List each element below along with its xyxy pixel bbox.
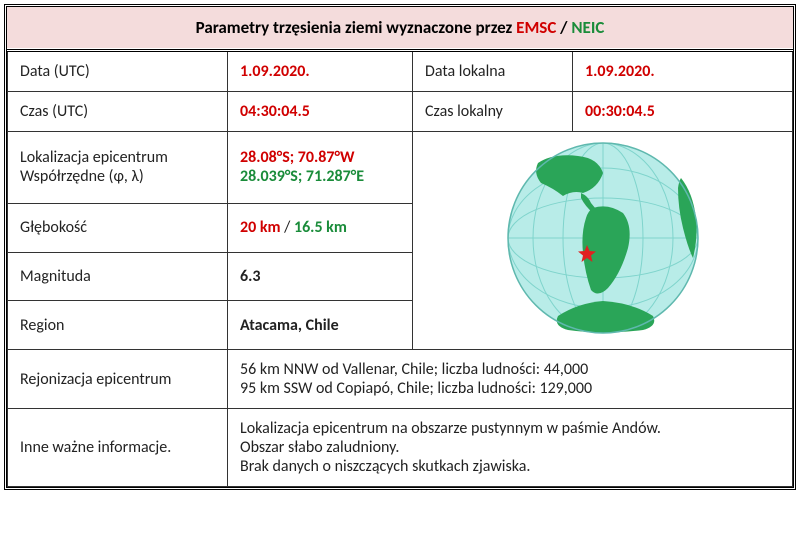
rejon-line1: 56 km NNW od Vallenar, Chile; liczba lud… [240, 360, 780, 379]
header-sep: / [556, 17, 571, 38]
location-label: Lokalizacja epicentrum Współrzędne (φ, λ… [8, 132, 228, 204]
data-table: Data (UTC) 1.09.2020. Data lokalna 1.09.… [7, 49, 793, 487]
region-label: Region [8, 301, 228, 350]
table-header: Parametry trzęsienia ziemi wyznaczone pr… [7, 7, 793, 49]
inne-line1: Lokalizacja epicentrum na obszarze pusty… [240, 419, 780, 438]
depth-value-2: 16.5 km [294, 218, 347, 237]
data-local-label: Data lokalna [413, 51, 573, 92]
inne-line2: Obszar słabo zaludniony. [240, 438, 780, 457]
table-row: Czas (UTC) 04:30:04.5 Czas lokalny 00:30… [8, 92, 793, 132]
rejon-label: Rejonizacja epicentrum [8, 350, 228, 409]
magnitude-value: 6.3 [228, 252, 413, 301]
table-row: Inne ważne informacje. Lokalizacja epice… [8, 409, 793, 487]
czas-local-label: Czas lokalny [413, 92, 573, 132]
inne-value: Lokalizacja epicentrum na obszarze pusty… [228, 409, 793, 487]
header-text: Parametry trzęsienia ziemi wyznaczone pr… [196, 17, 517, 38]
globe-icon [503, 138, 703, 338]
depth-value: 20 km / 16.5 km [228, 203, 413, 252]
data-utc-label: Data (UTC) [8, 51, 228, 92]
globe-cell [413, 132, 793, 350]
location-value-line2: 28.039°S; 71.287°E [240, 167, 400, 186]
inne-label: Inne ważne informacje. [8, 409, 228, 487]
earthquake-parameters-table: Parametry trzęsienia ziemi wyznaczone pr… [4, 4, 796, 490]
location-value-line1: 28.08°S; 70.87°W [240, 148, 400, 167]
rejon-value: 56 km NNW od Vallenar, Chile; liczba lud… [228, 350, 793, 409]
table-row: Lokalizacja epicentrum Współrzędne (φ, λ… [8, 132, 793, 204]
depth-label: Głębokość [8, 203, 228, 252]
data-local-value: 1.09.2020. [573, 51, 793, 92]
location-label-line2: Współrzędne (φ, λ) [20, 167, 215, 186]
czas-utc-value: 04:30:04.5 [228, 92, 413, 132]
header-emsc: EMSC [516, 17, 556, 38]
inne-line3: Brak danych o niszczących skutkach zjawi… [240, 457, 780, 476]
depth-sep: / [281, 218, 294, 237]
depth-value-1: 20 km [240, 218, 281, 237]
location-value: 28.08°S; 70.87°W 28.039°S; 71.287°E [228, 132, 413, 204]
table-row: Rejonizacja epicentrum 56 km NNW od Vall… [8, 350, 793, 409]
header-neic: NEIC [571, 17, 604, 38]
rejon-line2: 95 km SSW od Copiapó, Chile; liczba ludn… [240, 379, 780, 398]
czas-local-value: 00:30:04.5 [573, 92, 793, 132]
data-utc-value: 1.09.2020. [228, 51, 413, 92]
location-label-line1: Lokalizacja epicentrum [20, 148, 215, 167]
table-row: Data (UTC) 1.09.2020. Data lokalna 1.09.… [8, 51, 793, 92]
magnitude-label: Magnituda [8, 252, 228, 301]
region-value: Atacama, Chile [228, 301, 413, 350]
czas-utc-label: Czas (UTC) [8, 92, 228, 132]
